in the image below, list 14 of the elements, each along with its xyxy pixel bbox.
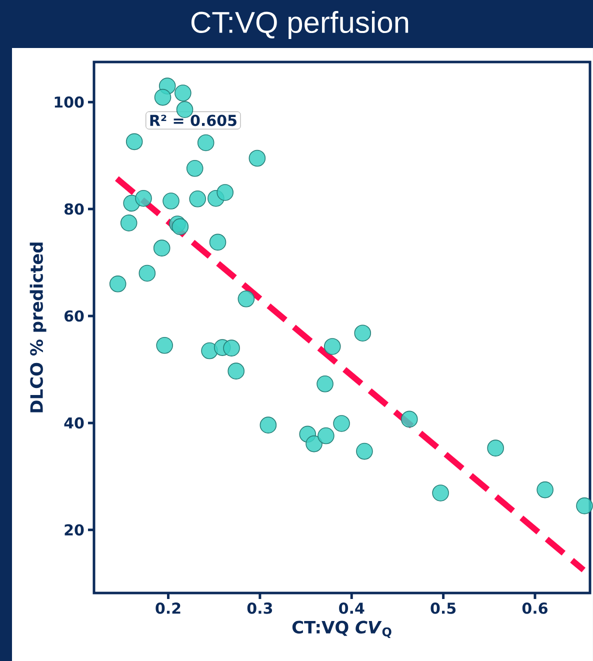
y-axis-title: DLCO % predicted	[30, 242, 46, 412]
x-tick-label: 0.4	[339, 602, 364, 614]
y-tick-label: 100	[54, 96, 84, 108]
x-tick-label: 0.6	[522, 602, 548, 614]
chart-title: CT:VQ perfusion	[191, 11, 408, 39]
y-tick-label: 40	[64, 417, 84, 429]
x-axis-title: CT:VQ CV$_{Q}$	[292, 620, 392, 638]
x-tick-label: 0.2	[156, 602, 180, 614]
x-tick-label: 0.3	[247, 602, 272, 614]
y-tick-label: 60	[64, 310, 84, 322]
y-tick-label: 20	[64, 524, 84, 536]
y-tick-label: 80	[64, 203, 84, 215]
annotation: R² = 0.605	[150, 114, 236, 126]
x-tick-label: 0.5	[430, 602, 456, 614]
